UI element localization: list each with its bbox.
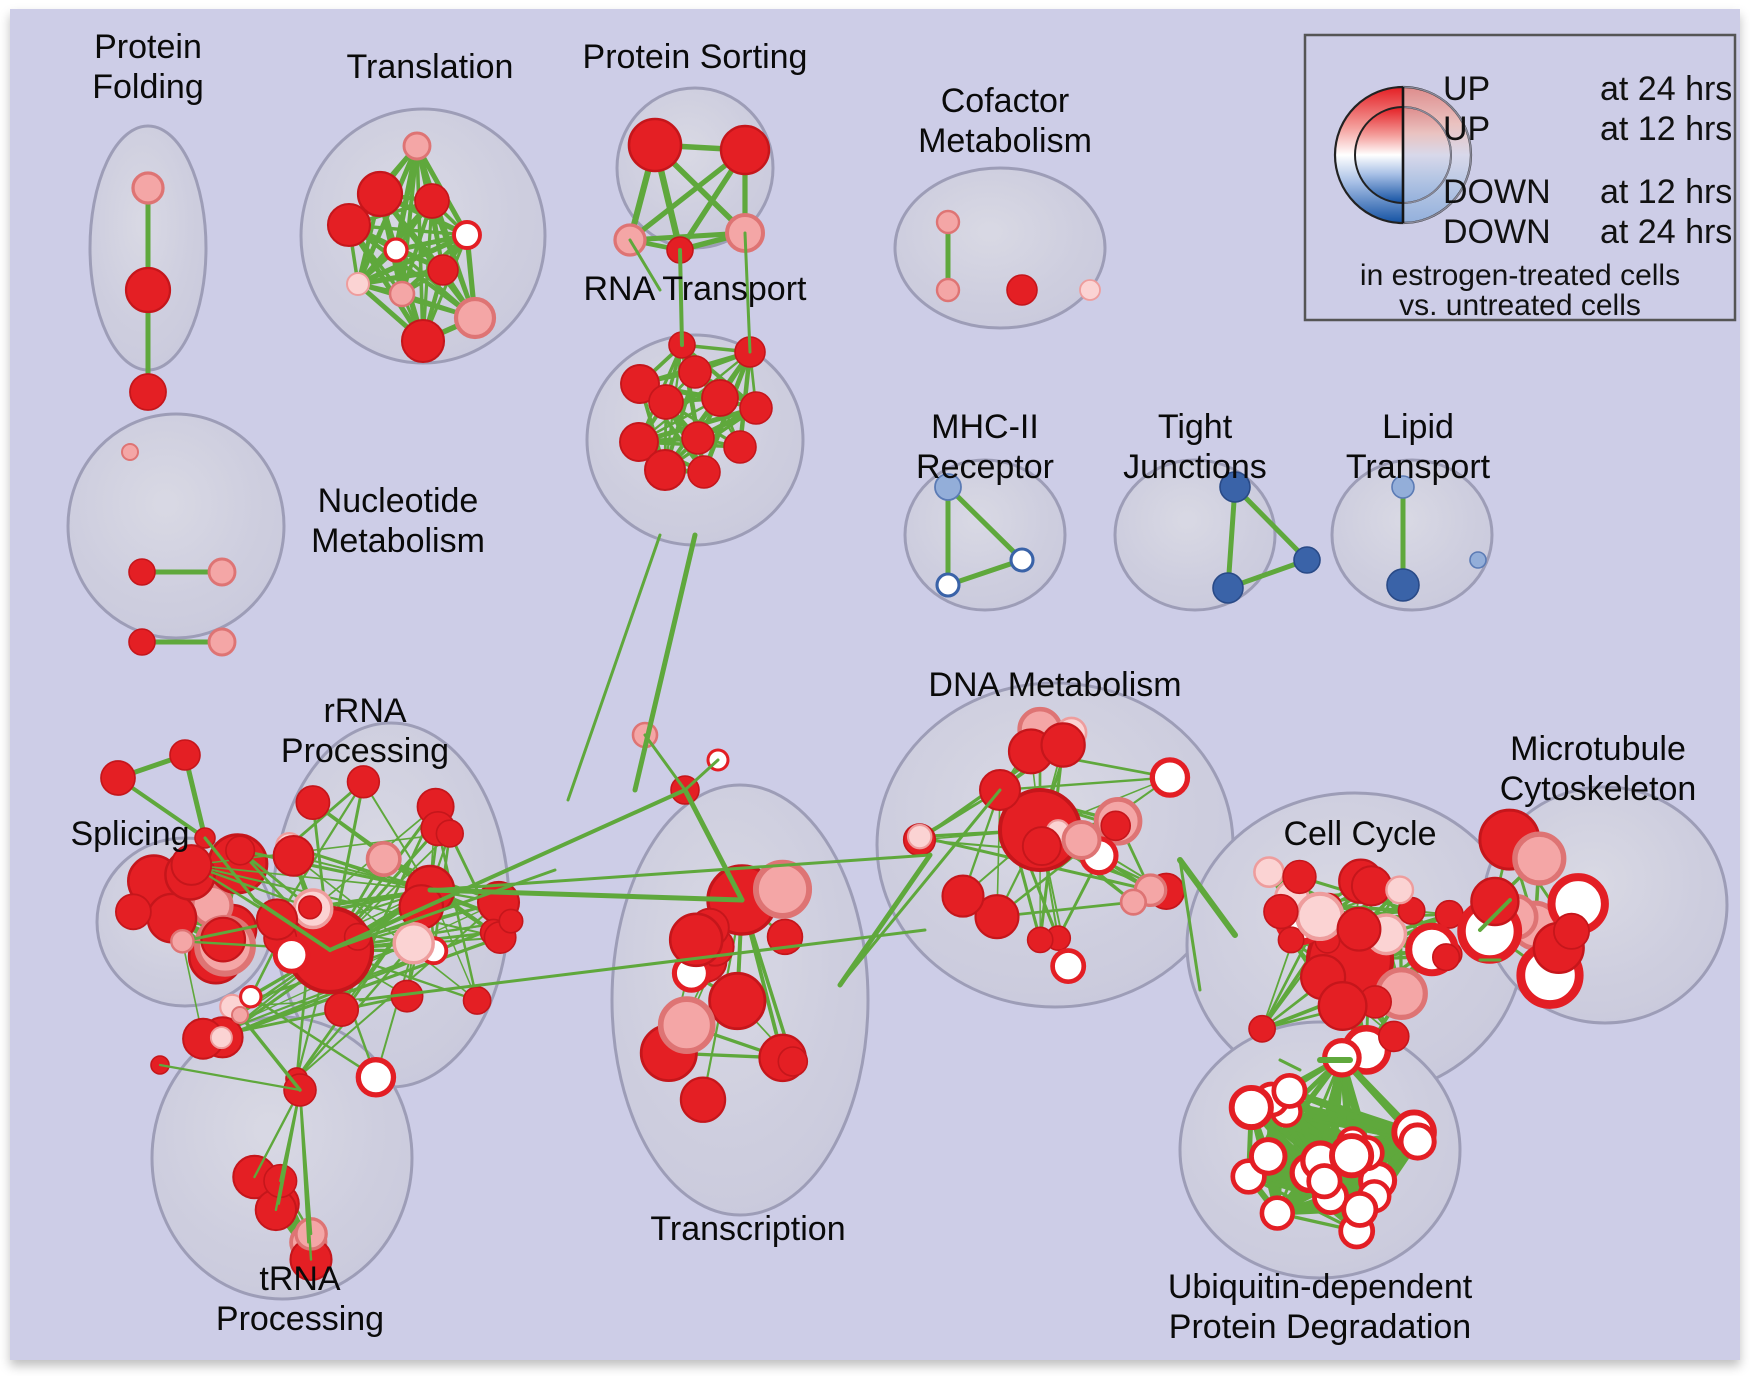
svg-text:UP: UP	[1443, 110, 1490, 148]
svg-text:at 24 hrs: at 24 hrs	[1600, 213, 1732, 251]
svg-text:at 24 hrs: at 24 hrs	[1600, 70, 1732, 108]
svg-text:at 12 hrs: at 12 hrs	[1600, 110, 1732, 148]
svg-text:DNA Metabolism: DNA Metabolism	[928, 666, 1181, 704]
svg-text:Transcription: Transcription	[650, 1210, 845, 1248]
svg-text:at 12 hrs: at 12 hrs	[1600, 173, 1732, 211]
svg-text:DOWN: DOWN	[1443, 173, 1551, 211]
svg-text:Cell Cycle: Cell Cycle	[1283, 815, 1436, 853]
svg-text:RNA Transport: RNA Transport	[584, 270, 808, 308]
svg-text:Translation: Translation	[347, 48, 514, 86]
svg-text:Splicing: Splicing	[70, 815, 189, 853]
svg-text:Protein Sorting: Protein Sorting	[583, 38, 808, 76]
svg-text:in estrogen-treated cells: in estrogen-treated cells	[1360, 259, 1680, 292]
svg-text:DOWN: DOWN	[1443, 213, 1551, 251]
svg-text:UP: UP	[1443, 70, 1490, 108]
svg-text:vs. untreated cells: vs. untreated cells	[1399, 289, 1641, 322]
